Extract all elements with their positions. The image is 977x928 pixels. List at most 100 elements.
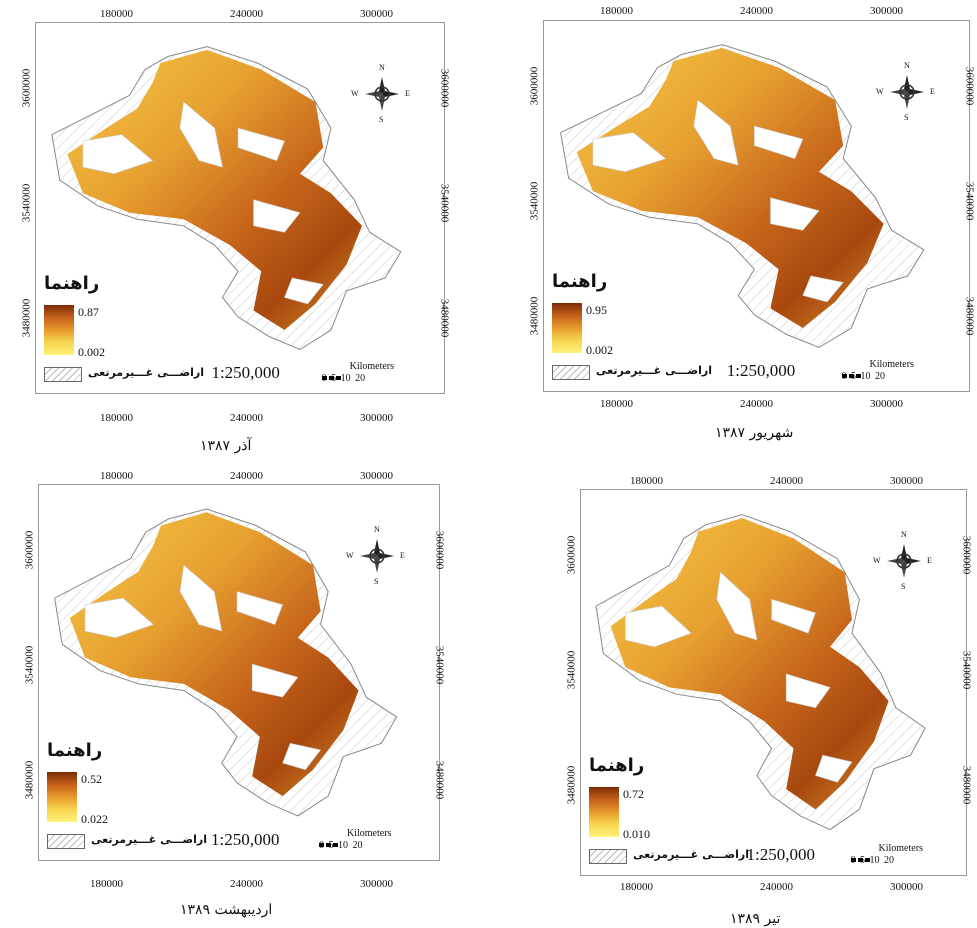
x-tick-top: 300000: [890, 475, 923, 487]
index-raster-area: [67, 49, 363, 331]
raster-map: [51, 46, 402, 351]
legend-min-value: 0.002: [78, 345, 105, 359]
map-panel-ordibehesht-1389: N S E W راهنما 0.52 0.022 اراضـــی غـــیرمرتعی 1…: [23, 470, 450, 928]
x-tick-top: 180000: [630, 475, 663, 487]
compass-letter-e: E: [400, 551, 405, 560]
index-raster-area: [69, 512, 359, 797]
x-tick-top: 180000: [600, 5, 633, 17]
scale-bar-ticks: 0 5 10 20: [319, 840, 363, 851]
compass-letter-s: S: [374, 577, 379, 586]
legend-max-value: 0.87: [78, 305, 99, 319]
north-arrow-compass-icon: N S E W: [876, 61, 935, 122]
nonrange-patch: [179, 101, 223, 168]
y-tick-left: 3480000: [565, 765, 578, 805]
x-tick-top: 240000: [740, 5, 773, 17]
y-tick-left: 3600000: [565, 535, 578, 575]
x-tick-bottom: 240000: [760, 881, 793, 893]
scale-ratio: 1:250,000: [211, 830, 280, 849]
compass-letter-e: E: [927, 556, 932, 565]
nonrange-patch: [771, 598, 816, 634]
nonrange-patch: [236, 591, 283, 625]
legend-color-ramp: [552, 303, 582, 353]
y-tick-right: 3480000: [960, 765, 973, 805]
map-frame: N S E W راهنما 0.72 0.010 اراضـــی غـــیرمرتعی 1…: [580, 489, 967, 876]
x-tick-bottom: 180000: [600, 398, 633, 410]
x-tick-top: 300000: [360, 470, 393, 482]
north-arrow-compass-icon: N S E W: [346, 525, 405, 586]
nonrange-patch: [284, 277, 324, 305]
y-tick-left: 3540000: [23, 645, 36, 685]
y-tick-right: 3480000: [438, 298, 451, 338]
legend-color-ramp: [44, 305, 74, 355]
compass-letter-n: N: [379, 63, 385, 72]
y-tick-right: 3540000: [433, 645, 446, 685]
x-tick-top: 300000: [870, 5, 903, 17]
x-tick-bottom: 240000: [230, 878, 263, 890]
nonrange-patch: [253, 199, 301, 233]
x-tick-top: 240000: [230, 8, 263, 20]
map-caption-tir: تیر ۱۳۸۹: [730, 911, 781, 927]
y-tick-right: 3480000: [433, 760, 446, 800]
index-raster-area: [610, 518, 889, 810]
nonrange-legend-swatch: [44, 367, 82, 382]
x-tick-bottom: 300000: [870, 398, 903, 410]
nonrange-legend-swatch: [552, 365, 590, 380]
compass-letter-s: S: [901, 582, 906, 591]
nonrange-patch: [282, 742, 322, 771]
north-arrow-compass-icon: N S E W: [351, 63, 410, 124]
raster-map: [595, 514, 926, 831]
y-tick-left: 3600000: [20, 68, 33, 108]
scale-ratio: 1:250,000: [726, 361, 796, 380]
compass-letter-s: S: [904, 113, 909, 122]
scale-bar: [321, 365, 344, 380]
x-tick-bottom: 180000: [90, 878, 123, 890]
nonrange-legend-swatch: [47, 834, 85, 849]
y-tick-right: 3600000: [960, 535, 973, 575]
x-tick-top: 180000: [100, 8, 133, 20]
scale-bar-units: Kilometers: [349, 361, 395, 372]
map-panel-shahrivar-1387: N S E W راهنما 0.95 0.002 اراضـــی غـــیرمرتعی 1…: [528, 0, 977, 460]
nonrange-patch: [802, 275, 844, 303]
nonrange-patch: [716, 571, 758, 641]
nonrange-legend-label: اراضـــی غـــیرمرتعی: [596, 364, 712, 377]
y-tick-left: 3600000: [528, 66, 541, 106]
y-tick-right: 3540000: [960, 650, 973, 690]
nonrange-legend-label: اراضـــی غـــیرمرتعی: [91, 833, 207, 846]
nonrange-patch: [815, 754, 853, 783]
map-caption-ordibehesht: اردیبهشت ۱۳۸۹: [180, 902, 273, 918]
scale-bar-units: Kilometers: [347, 828, 392, 839]
compass-letter-e: E: [930, 87, 935, 96]
nonrange-patch: [754, 125, 804, 159]
scale-bar-ticks: 0 5 10 20: [850, 855, 895, 866]
x-tick-bottom: 300000: [890, 881, 923, 893]
y-tick-left: 3540000: [528, 181, 541, 221]
y-tick-right: 3480000: [963, 296, 976, 336]
nonrange-patch: [785, 673, 831, 709]
nonrange-patch: [693, 99, 739, 166]
scale-bar-ticks: 0 5 10 20: [321, 373, 366, 384]
nonrange-patch: [251, 663, 299, 698]
scale-bar: [850, 847, 873, 862]
x-tick-top: 300000: [360, 8, 393, 20]
legend-max-value: 0.72: [623, 787, 644, 801]
legend-title: راهنما: [552, 271, 608, 292]
legend-max-value: 0.95: [586, 303, 607, 317]
x-tick-bottom: 180000: [100, 412, 133, 424]
scale-bar-units: Kilometers: [878, 843, 923, 854]
map-caption-shahrivar: شهریور ۱۳۸۷: [715, 425, 794, 441]
nonrange-patch: [237, 127, 285, 161]
nonrange-legend-swatch: [589, 849, 627, 864]
y-tick-left: 3600000: [23, 530, 36, 570]
compass-letter-w: W: [873, 556, 881, 565]
legend-min-value: 0.002: [586, 343, 613, 357]
compass-letter-s: S: [379, 115, 384, 124]
x-tick-top: 180000: [100, 470, 133, 482]
compass-letter-n: N: [901, 530, 907, 539]
y-tick-left: 3480000: [20, 298, 33, 338]
compass-letter-w: W: [346, 551, 354, 560]
y-tick-right: 3600000: [963, 66, 976, 106]
y-tick-right: 3540000: [438, 183, 451, 223]
legend-color-ramp: [47, 772, 77, 822]
y-tick-left: 3480000: [23, 760, 36, 800]
legend-min-value: 0.022: [81, 812, 108, 826]
